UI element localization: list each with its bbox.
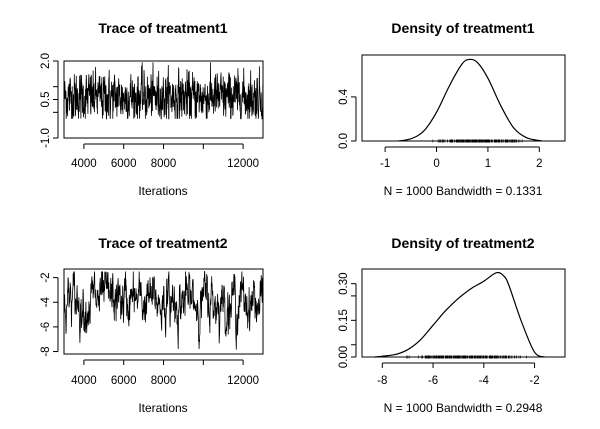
panel-3: Trace of treatment2 Iterations 4000 6000 800… [40,235,264,415]
x-tick-label: 4000 [71,375,97,387]
y-axis: 0.0 0.4 [338,88,357,149]
y-tick-label: -8 [40,346,52,356]
x-axis-label: N = 1000 Bandwidth = 0.2948 [384,401,543,415]
x-axis-label: Iterations [138,401,187,415]
x-tick-label: -1 [380,158,390,170]
x-tick-label: 8000 [151,158,177,170]
y-axis: -8 -6 -4 -2 [40,273,59,357]
x-tick-label: 8000 [151,375,177,387]
panel-1: Trace of treatment1 Iterations 4000 6000 800… [40,20,264,198]
x-tick-label: -8 [377,375,387,387]
panel-4: Density of treatment2 N = 1000 Bandwidth … [338,235,566,415]
density-curve [397,58,543,142]
x-tick-label: 12000 [227,158,259,170]
x-axis-label: N = 1000 Bandwidth = 0.1331 [384,184,543,198]
plot-frame [361,268,566,358]
y-tick-label: 0.15 [338,309,350,331]
x-tick-label: 6000 [111,158,137,170]
x-tick-label: -4 [479,375,490,387]
y-tick-label: -4 [40,297,52,308]
panel-title: Density of treatment1 [391,20,534,36]
x-tick-label: -6 [428,375,438,387]
panel-title: Trace of treatment1 [98,20,227,36]
x-tick-label: 2 [536,158,542,170]
x-axis: -8 -6 -4 -2 [377,362,540,387]
plot-frame [361,54,566,142]
y-tick-label: -1.0 [40,128,52,148]
x-tick-label: 6000 [111,375,137,387]
y-tick-label: 0.00 [338,346,350,368]
x-tick-label: 12000 [227,375,259,387]
trace-series-line [63,62,264,120]
y-tick-label: 0.5 [40,92,52,108]
density-curve [374,271,545,358]
x-tick-label: 1 [485,158,491,170]
plot-frame [63,268,264,355]
y-tick-label: 0.0 [338,133,350,149]
y-tick-label: -6 [40,322,52,332]
x-tick-label: 4000 [71,158,97,170]
x-axis: -1 0 1 2 [380,146,543,170]
x-axis: 4000 6000 8000 12000 [71,359,259,387]
x-tick-label: -2 [529,375,539,387]
trace-series-line [63,271,264,350]
x-axis: 4000 6000 8000 12000 [71,143,259,170]
x-axis-label: Iterations [138,184,187,198]
y-tick-label: -2 [40,273,52,283]
x-tick-label: 0 [433,158,439,170]
y-tick-label: 2.0 [40,53,52,69]
panel-title: Density of treatment2 [391,235,534,251]
panel-2: Density of treatment1 N = 1000 Bandwidth … [338,20,566,198]
panel-title: Trace of treatment2 [98,235,227,251]
y-axis: -1.0 0.5 2.0 [40,53,59,148]
rug-marks [406,355,527,359]
rug-marks [432,139,523,143]
y-axis: 0.00 0.15 0.30 [338,272,357,368]
y-tick-label: 0.30 [338,272,350,294]
y-tick-label: 0.4 [338,88,350,105]
